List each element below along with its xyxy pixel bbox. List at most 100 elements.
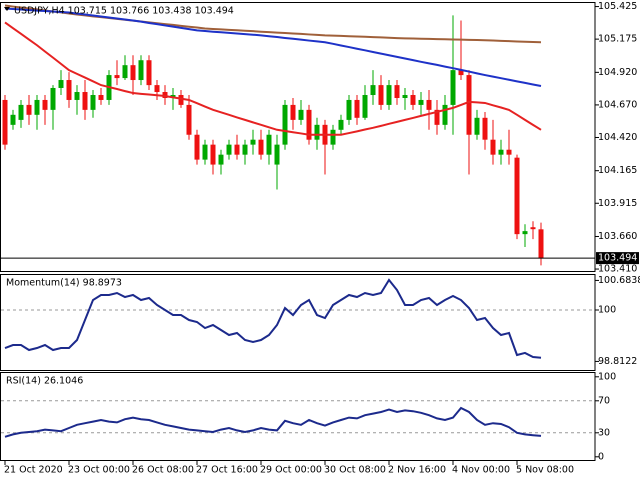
candle-body	[530, 227, 536, 230]
candle-body	[442, 104, 448, 125]
indicator-line	[4, 406, 542, 438]
candle-body	[474, 117, 480, 135]
candle-body	[330, 129, 336, 145]
y-tick-label: 104.420	[598, 132, 637, 143]
current-price-box	[596, 252, 639, 265]
candle-body	[506, 149, 512, 155]
candle-body	[226, 144, 232, 155]
candle-body	[306, 109, 312, 140]
candle-body	[538, 229, 544, 259]
candle-body	[194, 134, 200, 160]
candle-body	[250, 139, 256, 145]
candle-body	[394, 85, 400, 99]
y-tick-label: 100	[598, 305, 616, 316]
x-tick-label: 29 Oct 00:00	[260, 465, 322, 476]
x-tick-label: 4 Nov 00:00	[452, 465, 510, 476]
candle-body	[154, 85, 160, 93]
candle-body	[114, 75, 120, 79]
candle-body	[146, 60, 152, 86]
candle-body	[290, 104, 296, 120]
panel-frame	[0, 274, 596, 371]
candle-body	[186, 104, 192, 135]
panel-title: RSI(14) 26.1046	[6, 376, 83, 387]
candle-body	[26, 104, 32, 115]
x-tick-label: 26 Oct 08:00	[132, 465, 194, 476]
candle-body	[98, 95, 104, 100]
candle-body	[282, 104, 288, 145]
y-tick-label: 105.175	[598, 34, 637, 45]
candle-body	[418, 99, 424, 105]
candle-body	[82, 92, 88, 110]
y-tick-label: 103.915	[598, 198, 637, 209]
candle-body	[298, 109, 304, 120]
indicator-line	[4, 278, 542, 359]
x-tick-label: 23 Oct 00:00	[68, 465, 130, 476]
panel-title: USDJPY,H4 103.715 103.766 103.438 103.49…	[14, 6, 234, 17]
x-tick-label: 21 Oct 2020	[4, 465, 63, 476]
x-tick-label: 2 Nov 16:00	[388, 465, 446, 476]
candle-body	[274, 144, 280, 165]
candle-body	[386, 85, 392, 105]
candle-body	[370, 85, 376, 96]
candle-body	[42, 99, 48, 110]
candle-body	[2, 99, 8, 145]
indicator-line	[4, 7, 542, 88]
y-tick-label: 104.165	[598, 165, 637, 176]
candle-body	[66, 80, 72, 100]
candle-body	[58, 80, 64, 88]
y-tick-label: 100.6838	[598, 275, 640, 286]
candle-body	[10, 114, 16, 125]
panel-title: Momentum(14) 98.8973	[6, 278, 122, 289]
candle-body	[130, 65, 136, 81]
candle-body	[50, 87, 56, 110]
candle-body	[90, 95, 96, 110]
candle-body	[434, 109, 440, 125]
candle-body	[202, 144, 208, 160]
x-tick-label: 5 Nov 08:00	[516, 465, 574, 476]
candle-body	[266, 134, 272, 155]
y-tick-label: 70	[598, 395, 610, 406]
candle-body	[314, 124, 320, 140]
y-tick-label: 0	[598, 451, 604, 462]
candle-body	[362, 95, 368, 118]
y-tick-label: 103.660	[598, 231, 637, 242]
candle-body	[138, 60, 144, 81]
candle-body	[218, 154, 224, 165]
candle-body	[458, 70, 464, 76]
y-tick-label: 104.670	[598, 99, 637, 110]
candle-body	[346, 99, 352, 120]
indicator-line	[4, 21, 542, 136]
candle-body	[402, 95, 408, 99]
candle-body	[426, 99, 432, 110]
y-tick-label: 103.410	[598, 264, 637, 275]
candle-body	[34, 99, 40, 115]
y-tick-label: 30	[598, 427, 610, 438]
candle-body	[450, 70, 456, 105]
menu-triangle	[4, 7, 10, 11]
current-price-label: 103.494	[598, 253, 637, 264]
candle-body	[242, 144, 248, 155]
candle-body	[338, 119, 344, 130]
y-tick-label: 100	[598, 371, 616, 382]
candle-body	[498, 149, 504, 155]
y-tick-label: 104.920	[598, 67, 637, 78]
candle-body	[122, 65, 128, 79]
candle-body	[162, 92, 168, 99]
x-tick-label: 30 Oct 08:00	[324, 465, 386, 476]
candle-body	[514, 157, 520, 235]
candle-body	[466, 75, 472, 135]
candle-body	[258, 139, 264, 155]
candle-body	[74, 92, 80, 100]
y-tick-label: 98.8122	[598, 356, 637, 367]
candle-body	[234, 144, 240, 155]
candle-body	[378, 85, 384, 105]
candle-body	[490, 139, 496, 155]
x-tick-label: 27 Oct 16:00	[196, 465, 258, 476]
candle-body	[482, 117, 488, 140]
candle-body	[210, 144, 216, 165]
y-tick-label: 105.425	[598, 1, 637, 12]
candle-body	[522, 231, 528, 235]
candle-body	[354, 99, 360, 118]
